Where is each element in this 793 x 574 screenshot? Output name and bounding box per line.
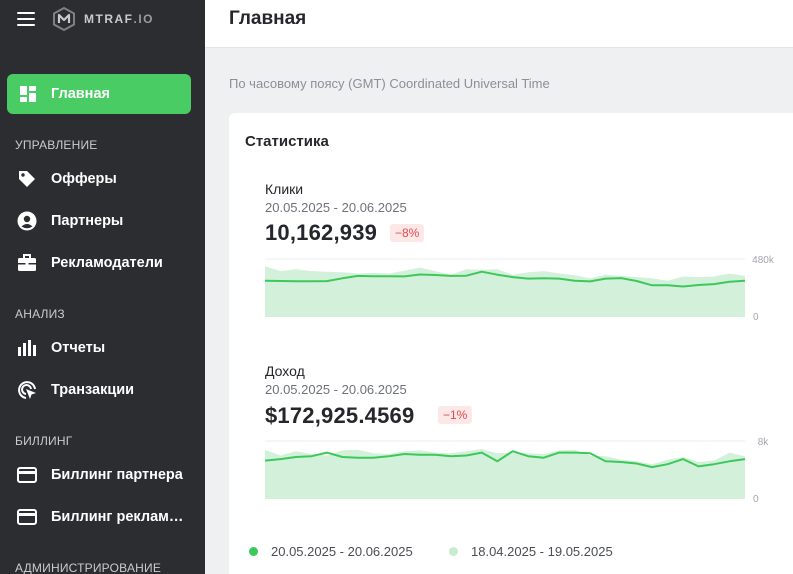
click-pointer-icon xyxy=(17,380,37,400)
page-header: Главная xyxy=(205,0,793,48)
sidebar-item-label: Отчеты xyxy=(51,340,106,356)
y-axis-min-label: 0 xyxy=(753,312,759,323)
sidebar: MTRAF.IO Главная УПРАВЛЕНИЕ Офферы Партн… xyxy=(0,0,205,574)
page-title: Главная xyxy=(229,8,307,29)
sidebar-item-partners[interactable]: Партнеры xyxy=(0,201,205,241)
current-period-line xyxy=(265,270,746,288)
user-circle-icon xyxy=(17,211,37,231)
logo-icon xyxy=(53,7,75,31)
y-axis-max-label: 480k xyxy=(752,255,775,266)
y-axis-max-label: 8k xyxy=(758,437,770,448)
current-period-line xyxy=(265,450,746,469)
sidebar-item-label: Офферы xyxy=(51,171,117,187)
sidebar-item-label: Партнеры xyxy=(51,213,124,229)
brand-name: MTRAF xyxy=(84,12,134,26)
statistics-card: Статистика Клики 20.05.2025 - 20.06.2025… xyxy=(229,113,793,574)
dashboard-icon xyxy=(18,84,38,104)
sidebar-item-advertisers[interactable]: Рекламодатели xyxy=(0,243,205,283)
legend-label-current[interactable]: 20.05.2025 - 20.06.2025 xyxy=(271,544,413,559)
sidebar-item-label: Транзакции xyxy=(51,382,135,398)
credit-card-icon xyxy=(17,507,37,527)
credit-card-icon xyxy=(17,465,37,485)
sidebar-item-transactions[interactable]: Транзакции xyxy=(0,370,205,410)
brand-suffix: .IO xyxy=(133,12,155,26)
briefcase-icon xyxy=(17,253,37,273)
sidebar-item-advertiser-billing[interactable]: Биллинг реклам… xyxy=(0,497,205,537)
sidebar-item-label: Главная xyxy=(51,86,110,102)
bar-chart-icon xyxy=(17,338,37,358)
change-badge-revenue: −1% xyxy=(438,406,473,424)
change-badge-clicks: −8% xyxy=(390,224,425,242)
metric-range-revenue: 20.05.2025 - 20.06.2025 xyxy=(265,382,407,397)
section-billing: БИЛЛИНГ xyxy=(15,434,73,448)
metric-value-revenue: $172,925.4569 xyxy=(265,403,415,428)
card-title: Статистика xyxy=(245,133,329,150)
sidebar-item-home[interactable]: Главная xyxy=(7,74,191,114)
sidebar-topbar: MTRAF.IO xyxy=(0,0,205,38)
sidebar-item-offers[interactable]: Офферы xyxy=(0,159,205,199)
previous-period-area xyxy=(265,266,745,317)
sidebar-item-label: Биллинг партнера xyxy=(51,467,183,483)
clicks-chart: 480k 0 xyxy=(265,255,775,323)
menu-icon[interactable] xyxy=(17,12,35,26)
revenue-chart: 8k 0 xyxy=(265,437,770,505)
sidebar-item-reports[interactable]: Отчеты xyxy=(0,328,205,368)
sidebar-item-label: Биллинг реклам… xyxy=(51,509,184,525)
sidebar-item-partner-billing[interactable]: Биллинг партнера xyxy=(0,455,205,495)
logo[interactable]: MTRAF.IO xyxy=(52,7,154,31)
section-management: УПРАВЛЕНИЕ xyxy=(15,138,98,152)
legend-dot-previous xyxy=(449,547,458,556)
legend-dot-current xyxy=(249,547,258,556)
legend-label-previous[interactable]: 18.04.2025 - 19.05.2025 xyxy=(471,544,613,559)
metric-name-clicks: Клики xyxy=(265,181,304,197)
timezone-label: По часовому поясу (GMT) Coordinated Univ… xyxy=(229,76,550,91)
y-axis-min-label: 0 xyxy=(753,494,759,505)
section-administration: АДМИНИСТРИРОВАНИЕ xyxy=(15,561,162,574)
metric-name-revenue: Доход xyxy=(265,363,305,379)
metric-range-clicks: 20.05.2025 - 20.06.2025 xyxy=(265,200,407,215)
tag-icon xyxy=(17,169,37,189)
sidebar-item-label: Рекламодатели xyxy=(51,255,163,271)
section-analysis: АНАЛИЗ xyxy=(15,307,65,321)
metric-value-clicks: 10,162,939 xyxy=(265,220,378,245)
